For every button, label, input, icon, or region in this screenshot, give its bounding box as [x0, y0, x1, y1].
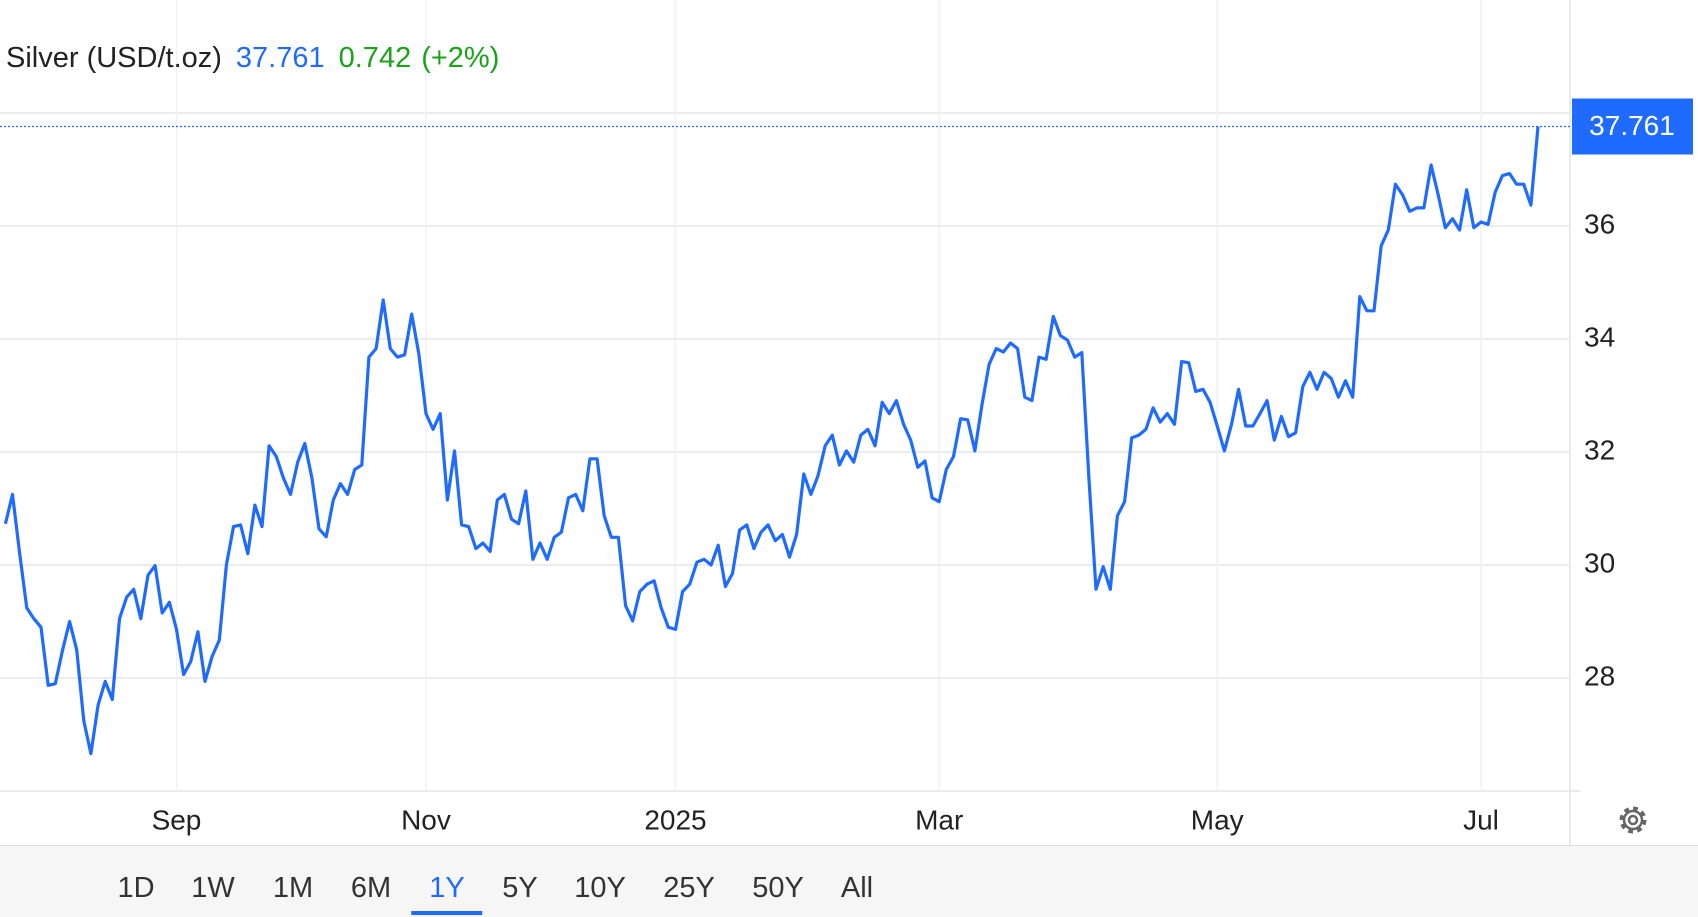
- y-tick-label: 30: [1584, 547, 1615, 578]
- y-tick-label: 34: [1584, 321, 1615, 352]
- instrument-title: Silver (USD/t.oz): [6, 42, 222, 74]
- y-tick-label: 36: [1584, 208, 1615, 239]
- range-button[interactable]: 1D: [117, 872, 155, 904]
- price-line: [3, 126, 1540, 756]
- x-tick-label: Jul: [1463, 804, 1499, 835]
- range-button[interactable]: 50Y: [752, 872, 804, 904]
- header: Silver (USD/t.oz) 37.761 0.742 (+2%): [6, 42, 513, 75]
- x-tick-label: Mar: [915, 804, 963, 835]
- y-tick-label: 32: [1584, 434, 1615, 465]
- last-price: 37.761: [235, 42, 325, 74]
- range-bar: 1D 1W 1M 6M 1Y 5Y 10Y 25Y 50Y All: [0, 845, 1698, 917]
- range-button[interactable]: 25Y: [663, 872, 715, 904]
- range-button[interactable]: 1M: [272, 872, 314, 904]
- range-button[interactable]: 1Y: [411, 872, 483, 915]
- x-tick-label: May: [1191, 804, 1244, 835]
- last-price-tag-label: 37.761: [1589, 110, 1675, 141]
- chart: 283032343638SepNov2025MarMayJul37.761: [0, 0, 1693, 845]
- range-button[interactable]: 6M: [350, 872, 392, 904]
- x-tick-label: Nov: [401, 804, 451, 835]
- range-button[interactable]: 10Y: [574, 872, 626, 904]
- range-button[interactable]: 1W: [191, 872, 235, 904]
- range-button[interactable]: 5Y: [502, 872, 538, 904]
- price-change-percent: (+2%): [421, 42, 500, 74]
- x-tick-label: Sep: [152, 804, 202, 835]
- y-tick-label: 28: [1584, 660, 1615, 691]
- x-tick-label: 2025: [644, 804, 706, 835]
- last-price-tag: [1572, 98, 1693, 155]
- settings-icon[interactable]: [1619, 806, 1647, 834]
- price-change: 0.742: [338, 42, 412, 74]
- range-button[interactable]: All: [840, 872, 874, 904]
